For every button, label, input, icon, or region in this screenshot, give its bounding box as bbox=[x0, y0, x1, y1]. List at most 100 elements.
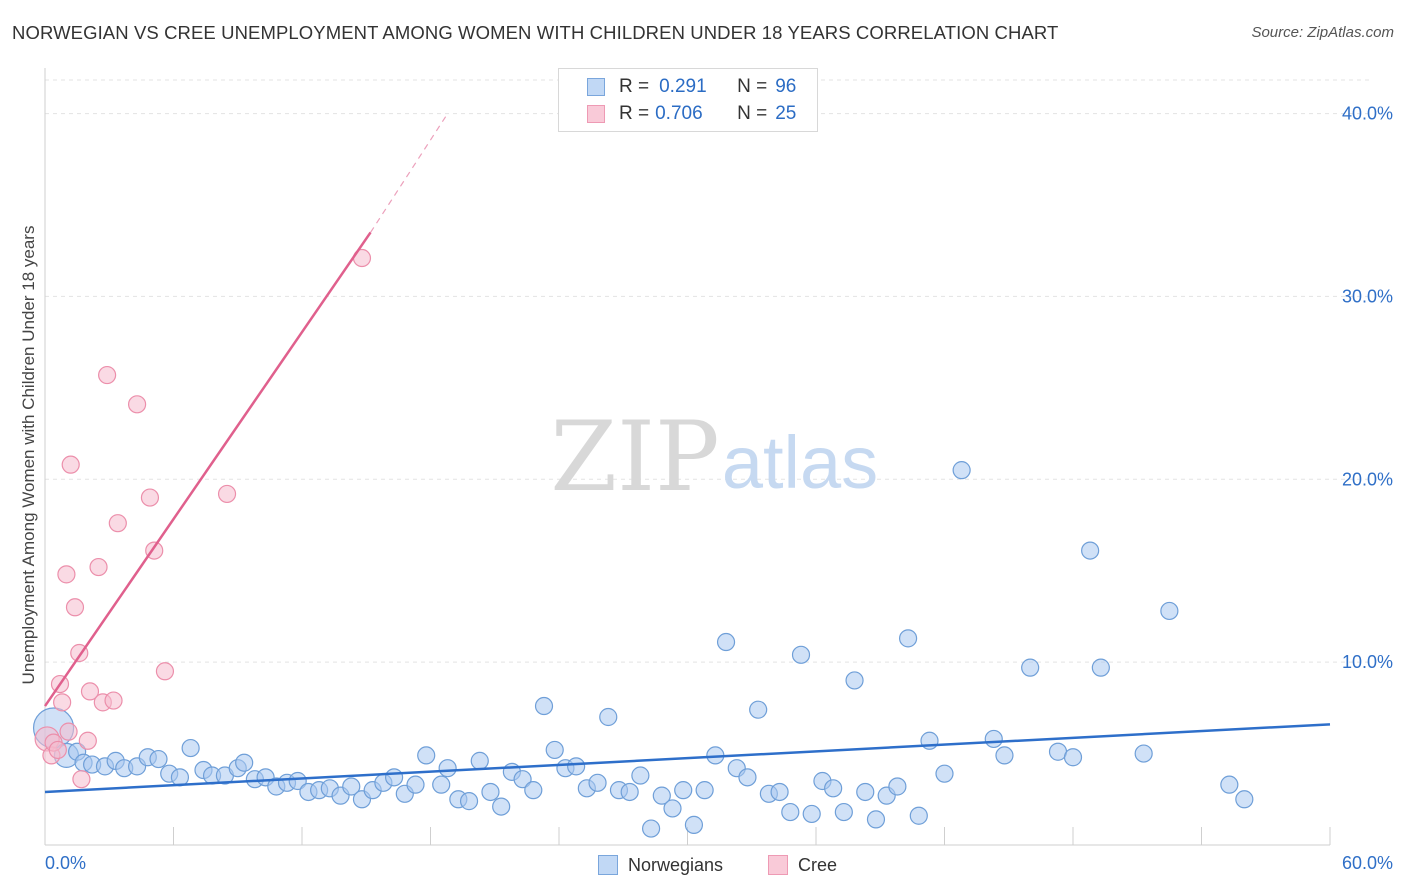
point-norwegians bbox=[513, 770, 532, 789]
point-norwegians bbox=[652, 786, 671, 805]
point-norwegians bbox=[288, 771, 307, 791]
trend-line-cree bbox=[43, 231, 372, 707]
point-cree bbox=[59, 722, 78, 741]
point-norwegians bbox=[866, 810, 886, 829]
point-norwegians bbox=[824, 779, 843, 798]
point-norwegians bbox=[1160, 601, 1179, 621]
point-norwegians bbox=[1091, 658, 1110, 677]
point-norwegians bbox=[770, 782, 789, 802]
point-norwegians bbox=[181, 738, 200, 758]
y-tick-label: 20.0% bbox=[1342, 469, 1393, 489]
point-norwegians bbox=[909, 806, 928, 825]
point-norwegians bbox=[599, 707, 618, 727]
stats-legend: R = 0.291 N = 96 R = 0.706 N = 25 bbox=[558, 68, 818, 132]
point-norwegians bbox=[738, 768, 757, 787]
y-tick-label: 10.0% bbox=[1342, 652, 1393, 672]
legend-r-label: R = bbox=[619, 103, 650, 124]
point-norwegians bbox=[170, 768, 190, 787]
point-cree bbox=[127, 395, 147, 414]
point-norwegians bbox=[235, 753, 254, 772]
watermark-atlas: atlas bbox=[722, 421, 878, 504]
point-norwegians bbox=[149, 749, 168, 769]
point-norwegians bbox=[695, 781, 714, 800]
point-norwegians bbox=[417, 746, 436, 765]
trend-line-norwegians bbox=[44, 723, 1331, 794]
source-label: Source: ZipAtlas.com bbox=[1251, 24, 1394, 41]
point-cree bbox=[155, 662, 175, 681]
point-norwegians bbox=[856, 782, 875, 802]
bottom-legend-norwegians: Norwegians bbox=[598, 852, 723, 878]
point-norwegians bbox=[620, 782, 639, 802]
tick-labels: 10.0% 20.0% 30.0% 40.0% 0.0% 60.0% bbox=[45, 104, 1393, 873]
legend-n-label: N = bbox=[737, 103, 768, 124]
point-norwegians bbox=[406, 775, 425, 794]
point-norwegians bbox=[492, 797, 511, 816]
point-norwegians bbox=[588, 773, 607, 792]
point-norwegians bbox=[684, 815, 704, 834]
point-cree bbox=[61, 455, 80, 474]
point-cree bbox=[217, 484, 237, 504]
bottom-legend-cree: Cree bbox=[768, 852, 837, 878]
point-norwegians bbox=[716, 632, 736, 652]
point-norwegians bbox=[631, 766, 650, 785]
point-norwegians bbox=[674, 781, 693, 800]
point-norwegians bbox=[534, 696, 554, 716]
trend-extension-cree bbox=[370, 113, 449, 233]
point-norwegians bbox=[1134, 744, 1153, 763]
point-norwegians bbox=[342, 777, 361, 796]
legend-swatch-norwegians bbox=[587, 78, 605, 96]
point-norwegians bbox=[781, 802, 800, 822]
x-tick-label-max: 60.0% bbox=[1342, 853, 1393, 873]
point-cree bbox=[65, 598, 85, 617]
point-norwegians bbox=[888, 777, 907, 796]
point-norwegians bbox=[1081, 541, 1100, 560]
point-cree bbox=[72, 770, 91, 789]
point-norwegians bbox=[1220, 775, 1239, 794]
point-norwegians bbox=[802, 804, 821, 824]
watermark: ZIP atlas bbox=[550, 401, 878, 513]
point-norwegians bbox=[545, 740, 564, 760]
chart-title: NORWEGIAN VS CREE UNEMPLOYMENT AMONG WOM… bbox=[12, 22, 1059, 43]
point-norwegians bbox=[845, 671, 864, 690]
legend-r-value: 0.706 bbox=[655, 103, 703, 124]
data-points bbox=[32, 248, 1254, 838]
point-norwegians bbox=[1021, 658, 1040, 677]
legend-row-cree: R = 0.706 N = 25 bbox=[587, 102, 796, 126]
point-norwegians bbox=[567, 757, 586, 776]
point-cree bbox=[140, 488, 160, 507]
legend-n-value: 96 bbox=[775, 76, 797, 97]
legend-n-label: N = bbox=[737, 76, 768, 97]
point-norwegians bbox=[663, 799, 682, 818]
point-cree bbox=[104, 691, 123, 710]
bottom-legend-swatch-cree bbox=[768, 855, 788, 875]
trend-lines bbox=[43, 113, 1331, 794]
point-norwegians bbox=[935, 764, 954, 783]
point-cree bbox=[98, 365, 117, 385]
legend-row-norwegians: R = 0.291 N = 96 bbox=[587, 75, 796, 99]
point-norwegians bbox=[432, 775, 451, 794]
point-norwegians bbox=[898, 629, 918, 648]
point-norwegians bbox=[791, 645, 811, 664]
point-cree bbox=[48, 740, 67, 760]
point-norwegians bbox=[481, 782, 500, 802]
point-norwegians bbox=[1235, 790, 1254, 809]
point-cree bbox=[57, 565, 76, 584]
point-cree bbox=[53, 693, 72, 712]
legend-n-value: 25 bbox=[775, 103, 797, 124]
legend-swatch-cree bbox=[587, 105, 605, 123]
point-norwegians bbox=[438, 759, 457, 778]
point-norwegians bbox=[384, 768, 404, 787]
watermark-zip: ZIP bbox=[550, 401, 719, 513]
point-norwegians bbox=[749, 700, 768, 719]
y-tick-label: 40.0% bbox=[1342, 104, 1393, 124]
point-norwegians bbox=[995, 746, 1014, 765]
point-cree bbox=[78, 731, 97, 750]
y-axis-title: Unemployment Among Women with Children U… bbox=[19, 225, 38, 685]
point-norwegians bbox=[1063, 748, 1083, 767]
point-norwegians bbox=[952, 461, 971, 480]
x-tick-label-min: 0.0% bbox=[45, 853, 86, 873]
point-norwegians bbox=[984, 729, 1003, 749]
bottom-legend-label-norwegians: Norwegians bbox=[628, 854, 724, 875]
point-norwegians bbox=[524, 781, 543, 800]
